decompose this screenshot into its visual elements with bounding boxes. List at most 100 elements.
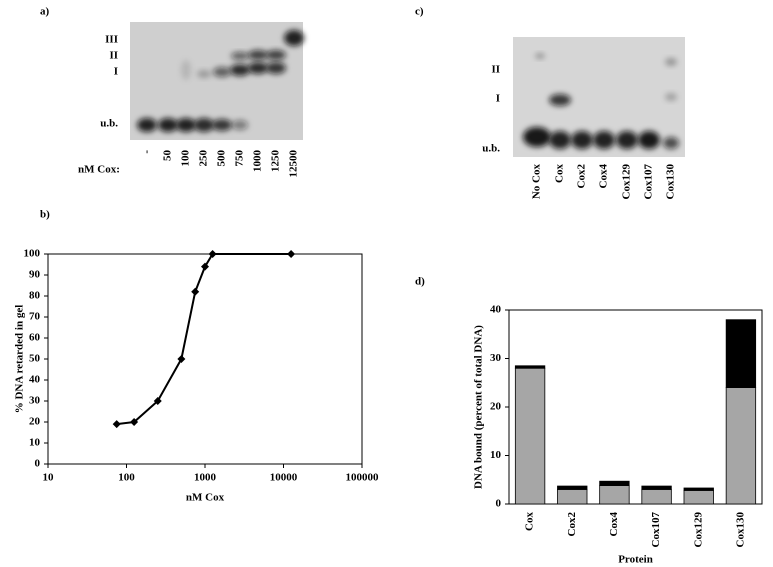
- gel-band: [137, 118, 157, 132]
- bar-segment: [599, 485, 630, 505]
- panel-label: c): [415, 6, 424, 18]
- data-point: [130, 418, 139, 426]
- x-tick-label: Cox4: [608, 512, 620, 537]
- lane-label: 1250: [270, 150, 282, 173]
- band-label: u.b.: [482, 143, 500, 155]
- x-tick-label: Cox: [524, 512, 536, 531]
- y-tick-label: 40: [490, 304, 502, 316]
- data-point: [191, 287, 200, 296]
- gel-band: [231, 52, 249, 60]
- panel-label: a): [40, 6, 50, 18]
- data-point: [208, 250, 217, 258]
- lane-label: Cox130: [665, 164, 677, 200]
- y-tick-label: 100: [24, 248, 41, 260]
- gel-band: [248, 50, 268, 60]
- y-tick-label: 40: [29, 374, 41, 386]
- y-tick-label: 30: [29, 395, 41, 407]
- gel-band: [181, 60, 191, 80]
- gel-band: [284, 30, 304, 46]
- bar-segment: [514, 365, 546, 369]
- y-tick-label: 60: [29, 332, 41, 344]
- x-axis-label: nM Cox: [186, 492, 225, 504]
- y-axis-label: % DNA retarded in gel: [14, 305, 26, 414]
- gel-band: [266, 50, 286, 60]
- y-tick-label: 0: [35, 458, 41, 470]
- gel-band: [663, 137, 679, 149]
- gel-band: [549, 131, 571, 149]
- y-tick-label: 70: [29, 311, 41, 323]
- gel-band: [616, 131, 638, 149]
- data-line: [116, 253, 292, 426]
- y-tick-label: 10: [29, 437, 41, 449]
- band-label: I: [496, 93, 500, 105]
- gel-band: [571, 131, 593, 149]
- band-label: I: [114, 66, 118, 78]
- bar-segment: [725, 387, 757, 505]
- gel-band: [665, 93, 677, 101]
- x-tick-label: Cox130: [734, 512, 746, 548]
- bar-segment: [683, 490, 714, 505]
- y-tick-label: 10: [490, 449, 502, 461]
- y-tick-label: 50: [29, 353, 41, 365]
- band-label: u.b.: [100, 118, 118, 130]
- gel-band: [638, 131, 660, 149]
- data-point: [153, 397, 162, 405]
- lane-label: 100: [180, 150, 192, 167]
- bar-segment: [514, 367, 546, 505]
- data-point: [287, 250, 296, 258]
- lane-label: 1000: [252, 150, 264, 173]
- lane-title: nM Cox:: [78, 164, 120, 176]
- gel-band: [213, 67, 231, 77]
- lane-label: Cox4: [598, 164, 610, 189]
- y-tick-label: 20: [29, 416, 41, 428]
- x-tick-label: Cox2: [566, 512, 578, 537]
- y-tick-label: 80: [29, 290, 41, 302]
- gel-band: [665, 58, 677, 66]
- x-tick-label: Cox129: [692, 512, 704, 548]
- gel-band: [248, 62, 268, 74]
- lane-label: Cox129: [621, 164, 633, 200]
- y-tick-label: 30: [490, 352, 502, 364]
- x-tick-label: 1000: [194, 472, 217, 484]
- lane-label: Cox: [554, 164, 566, 183]
- gel-band: [212, 119, 232, 131]
- lane-label: No Cox: [531, 164, 543, 200]
- bar-segment: [683, 487, 714, 491]
- gel-band: [176, 118, 196, 132]
- bar-segment: [641, 489, 672, 505]
- x-tick-label: 10000: [270, 472, 298, 484]
- gel-band: [194, 118, 214, 132]
- gel-band: [230, 64, 250, 76]
- gel-band: [266, 62, 286, 74]
- y-tick-label: 20: [490, 401, 502, 413]
- lane-label: Cox107: [643, 164, 655, 200]
- gel-band: [232, 120, 248, 130]
- bar-segment: [599, 480, 630, 486]
- data-point: [177, 355, 186, 363]
- plot-frame: [47, 253, 363, 465]
- bar-segment: [725, 319, 757, 389]
- lane-label: 12500: [288, 150, 300, 178]
- lane-label: 250: [198, 150, 210, 167]
- x-tick-label: 100000: [346, 472, 380, 484]
- x-tick-label: 100: [118, 472, 135, 484]
- panel-label: d): [415, 276, 425, 288]
- lane-label: 50: [162, 150, 174, 162]
- gel-band: [523, 127, 551, 147]
- data-point: [201, 262, 209, 271]
- band-label: III: [105, 34, 118, 46]
- gel-band: [197, 70, 211, 78]
- gel-band: [549, 94, 571, 106]
- bar-segment: [557, 485, 588, 490]
- lane-label: Cox2: [576, 164, 588, 189]
- gel-bands: [137, 30, 679, 149]
- gel-band: [593, 131, 615, 149]
- x-tick-label: Cox107: [650, 512, 662, 548]
- bar-segment: [557, 489, 588, 505]
- x-tick-label: 10: [43, 472, 55, 484]
- lane-label: 750: [234, 150, 246, 167]
- y-tick-label: 0: [496, 498, 502, 510]
- lane-label: 500: [216, 150, 228, 167]
- data-point: [112, 420, 121, 429]
